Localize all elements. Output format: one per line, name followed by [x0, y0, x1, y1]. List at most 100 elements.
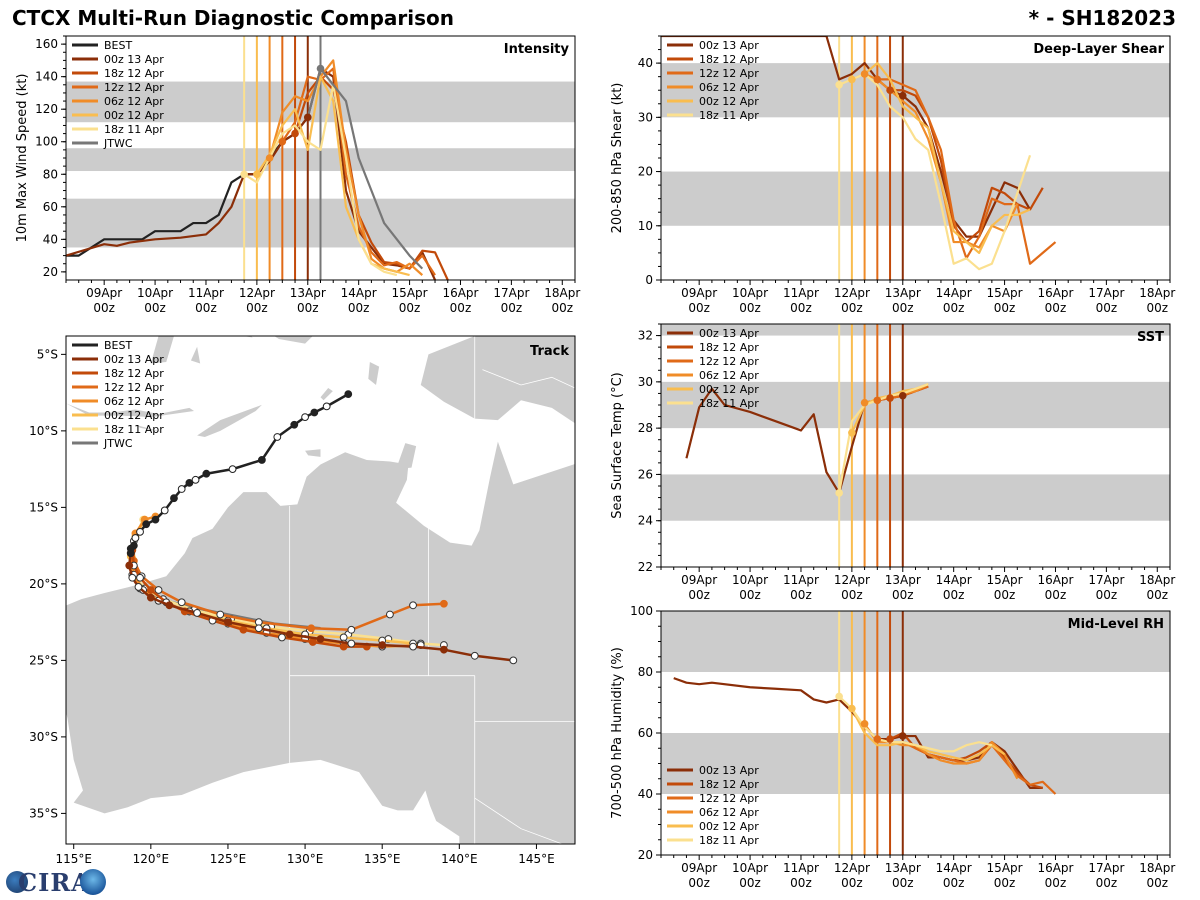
intensity-legend-label: BEST	[104, 39, 132, 52]
melville-island-land	[305, 449, 321, 457]
track-point-12z-12-Apr	[439, 599, 448, 608]
sst-xtick-hour-label: 00z	[994, 588, 1016, 602]
track-ytick-label: 30°S	[29, 730, 58, 744]
track-point-BEST	[131, 534, 140, 542]
track-map-area	[66, 336, 591, 900]
sst-ytick-label: 26	[638, 467, 653, 481]
intensity-xtick-day-label: 09Apr	[86, 286, 122, 300]
sst-init-dot-18z-12-Apr	[886, 394, 894, 402]
rh-xtick-day-label: 12Apr	[834, 861, 870, 875]
track-legend-label: JTWC	[103, 437, 133, 450]
track-xtick-label: 135°E	[364, 852, 401, 866]
intensity-xtick-hour-label: 00z	[450, 301, 472, 315]
sst-xtick-day-label: 17Apr	[1088, 573, 1124, 587]
sst-xtick-hour-label: 00z	[1045, 588, 1067, 602]
shear-init-dot-00z-13-Apr	[898, 91, 907, 100]
rh-band-1	[661, 611, 1170, 672]
rh-xtick-day-label: 10Apr	[732, 861, 768, 875]
rh-ytick-label: 40	[638, 787, 653, 801]
shear-xtick-day-label: 10Apr	[732, 286, 768, 300]
intensity-xtick-day-label: 16Apr	[442, 286, 478, 300]
rh-xtick-day-label: 16Apr	[1037, 861, 1073, 875]
rh-legend-label: 06z 12 Apr	[699, 806, 759, 819]
shear-legend-label: 00z 13 Apr	[699, 39, 759, 52]
track-point-00z-13-Apr	[439, 645, 448, 654]
shear-xtick-hour-label: 00z	[739, 301, 761, 315]
shear-xtick-hour-label: 00z	[994, 301, 1016, 315]
shear-ytick-label: 10	[638, 219, 653, 233]
track-point-00z-13-Apr	[193, 609, 202, 617]
track-point-00z-13-Apr	[285, 630, 294, 639]
track-point-00z-13-Apr	[347, 639, 356, 648]
intensity-xtick-day-label: 17Apr	[493, 286, 529, 300]
shear-xtick-day-label: 18Apr	[1139, 286, 1175, 300]
track-ytick-label: 35°S	[29, 806, 58, 820]
tasmania-land	[529, 890, 591, 900]
sst-ytick-label: 24	[638, 514, 653, 528]
track-xtick-label: 115°E	[55, 852, 92, 866]
sst-plot-area	[661, 324, 1170, 567]
rh-legend-label: 18z 12 Apr	[699, 778, 759, 791]
shear-xtick-day-label: 12Apr	[834, 286, 870, 300]
sst-xtick-hour-label: 00z	[739, 588, 761, 602]
track-point-00z-13-Apr	[409, 642, 417, 651]
track-legend-label: 00z 12 Apr	[104, 409, 164, 422]
timor-land	[197, 404, 262, 437]
intensity-init-dot-00z-12-Apr	[253, 170, 261, 179]
shear-xtick-hour-label: 00z	[790, 301, 812, 315]
sst-legend-label: 12z 12 Apr	[699, 355, 759, 368]
intensity-ytick-label: 60	[43, 200, 58, 214]
intensity-line-12z-12-Apr	[281, 67, 436, 276]
rh-xtick-hour-label: 00z	[739, 876, 761, 890]
track-point-BEST	[228, 465, 237, 474]
shear-legend-label: 12z 12 Apr	[699, 67, 759, 80]
sst-ytick-label: 22	[638, 560, 653, 574]
rh-xtick-hour-label: 00z	[994, 876, 1016, 890]
rh-init-dot-12z-12-Apr	[873, 735, 882, 743]
rh-xtick-day-label: 09Apr	[681, 861, 717, 875]
sst-xtick-day-label: 16Apr	[1037, 573, 1073, 587]
rh-init-dot-06z-12-Apr	[860, 720, 869, 728]
intensity-legend-label: 00z 13 Apr	[104, 53, 164, 66]
sst-xtick-hour-label: 00z	[790, 588, 812, 602]
storm-id: * - SH182023	[1028, 6, 1176, 30]
tanimbar-land	[320, 388, 333, 401]
sst-xtick-day-label: 12Apr	[834, 573, 870, 587]
rh-ylabel: 700-500 hPa Humidity (%)	[610, 647, 625, 819]
rh-plot-area	[661, 611, 1170, 855]
shear-legend-label: 06z 12 Apr	[699, 81, 759, 94]
buton-land	[190, 346, 201, 364]
track-legend-label: BEST	[104, 339, 132, 352]
track-point-12z-12-Apr	[409, 601, 417, 610]
rh-xtick-hour-label: 00z	[892, 876, 914, 890]
track-legend-label: 06z 12 Apr	[104, 395, 164, 408]
shear-plot-area	[661, 36, 1170, 280]
track-point-00z-13-Apr	[224, 618, 232, 627]
shear-init-dot-18z-12-Apr	[886, 86, 894, 95]
track-point-18z-12-Apr	[339, 642, 348, 651]
track-ytick-label: 25°S	[29, 653, 58, 667]
rh-title: Mid-Level RH	[1068, 617, 1164, 632]
intensity-xtick-day-label: 10Apr	[137, 286, 173, 300]
track-point-BEST	[202, 469, 211, 478]
sst-legend-label: 06z 12 Apr	[699, 369, 759, 382]
rh-xtick-day-label: 17Apr	[1088, 861, 1124, 875]
intensity-chart: 2040608010012014016009Apr00z10Apr00z11Ap…	[15, 35, 580, 315]
intensity-ytick-label: 20	[43, 265, 58, 279]
track-ytick-label: 15°S	[29, 500, 58, 514]
shear-xtick-day-label: 17Apr	[1088, 286, 1124, 300]
track-xtick-label: 130°E	[287, 852, 324, 866]
intensity-xtick-hour-label: 00z	[399, 301, 421, 315]
aru-land	[368, 362, 380, 385]
track-legend-label: 12z 12 Apr	[104, 381, 164, 394]
shear-ylabel: 200-850 hPa Shear (kt)	[610, 83, 625, 234]
shear-ytick-label: 0	[645, 273, 653, 287]
track-point-BEST	[136, 527, 144, 536]
rh-xtick-hour-label: 00z	[1096, 876, 1118, 890]
rh-xtick-hour-label: 00z	[1146, 876, 1168, 890]
rh-ytick-label: 20	[638, 848, 653, 862]
track-point-12z-12-Apr	[386, 610, 394, 619]
sst-legend-label: 00z 12 Apr	[699, 383, 759, 396]
